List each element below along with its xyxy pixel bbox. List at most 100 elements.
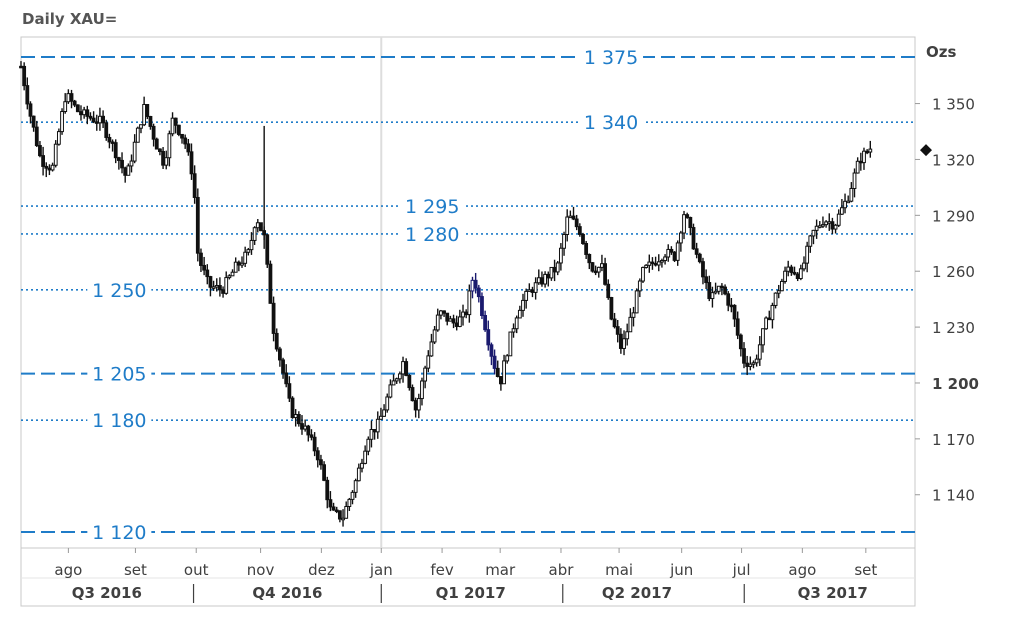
candle-body — [729, 304, 734, 308]
candle-body — [653, 263, 658, 266]
candle-body — [176, 124, 181, 135]
candle-body — [618, 333, 623, 349]
candle-body — [252, 227, 257, 241]
candle-body — [167, 133, 172, 159]
candle-body — [461, 311, 465, 318]
candle-body — [571, 215, 576, 220]
candle-body — [104, 122, 109, 138]
candle-body — [757, 344, 762, 360]
candle-body — [161, 150, 165, 166]
candle-body — [306, 425, 311, 436]
candle-body — [454, 322, 459, 327]
candle-body — [735, 318, 740, 336]
candle-body — [514, 317, 519, 330]
candle-body — [442, 310, 446, 314]
level-label: 1 205 — [92, 364, 146, 386]
candle-body — [817, 225, 822, 228]
month-label: mar — [485, 561, 516, 579]
y-tick-label: 1 200 — [932, 375, 979, 393]
candle-body — [694, 248, 699, 255]
candle-body — [277, 348, 282, 361]
candle-body — [536, 277, 541, 284]
candle-body — [91, 117, 96, 123]
candle-body — [259, 222, 263, 232]
candle-body — [22, 65, 27, 87]
candle-body — [151, 125, 156, 140]
candle-body — [375, 418, 380, 433]
candle-body — [410, 387, 415, 402]
candle-body — [524, 290, 529, 301]
candle-body — [855, 160, 860, 174]
candle-body — [704, 276, 709, 284]
candle-body — [353, 480, 358, 493]
candle-body — [634, 290, 639, 314]
candle-body — [296, 414, 301, 425]
candle-body — [116, 157, 121, 161]
candle-body — [315, 450, 320, 461]
candle-body — [476, 287, 481, 298]
month-label: abr — [549, 561, 575, 579]
candle-body — [388, 384, 393, 398]
candle-body — [495, 367, 500, 378]
candle-body — [420, 380, 424, 400]
candle-body — [521, 299, 525, 311]
quarter-label: Q2 2017 — [602, 584, 672, 602]
candle-body — [628, 316, 633, 333]
candle-body — [862, 150, 866, 164]
candle-body — [290, 397, 295, 419]
candle-body — [754, 358, 759, 364]
candle-body — [457, 316, 462, 327]
level-label-bg — [87, 361, 152, 386]
chart-title: Daily XAU= — [22, 10, 117, 28]
candle-body — [836, 213, 841, 226]
candle-body — [669, 248, 674, 253]
candle-body — [682, 214, 686, 234]
level-label: 1 180 — [92, 410, 146, 432]
candle-body — [672, 251, 677, 261]
candle-body — [19, 65, 23, 69]
candle-body — [397, 373, 402, 380]
month-label: jun — [669, 561, 693, 579]
candle-body — [107, 136, 112, 143]
candle-body — [233, 261, 238, 273]
month-label: ago — [54, 561, 82, 579]
candle-body — [738, 334, 743, 350]
candle-body — [126, 165, 131, 176]
candle-body — [821, 224, 825, 227]
candle-body — [609, 296, 614, 320]
quarter-label: Q4 2016 — [252, 584, 322, 602]
candle-body — [38, 145, 42, 157]
candle-body — [798, 268, 803, 280]
candle-body — [82, 109, 87, 116]
candle-body — [451, 318, 456, 324]
candle-body — [688, 216, 693, 229]
candle-body — [587, 253, 592, 264]
candle-body — [802, 262, 806, 270]
level-label: 1 340 — [584, 112, 638, 134]
candle-body — [486, 329, 491, 346]
candle-body — [199, 252, 203, 266]
candle-body — [69, 93, 74, 102]
candle-body — [720, 285, 724, 289]
level-label-bg — [87, 408, 152, 433]
candle-body — [426, 355, 431, 369]
candle-body — [865, 150, 870, 154]
candle-body — [236, 261, 241, 266]
candle-body — [764, 317, 769, 330]
candle-body — [183, 137, 188, 145]
candle-body — [413, 400, 418, 411]
candle-body — [25, 85, 30, 105]
y-tick-label: 1 140 — [932, 487, 975, 505]
candle-body — [268, 263, 273, 304]
candle-body — [363, 450, 368, 464]
candle-body — [243, 251, 248, 264]
month-label: nov — [247, 561, 275, 579]
candle-body — [540, 277, 544, 285]
candle-body — [224, 277, 229, 294]
month-label: dez — [308, 561, 335, 579]
y-tick-label: 1 350 — [932, 96, 975, 114]
candle-body — [79, 111, 83, 116]
candle-body — [416, 398, 421, 411]
candle-body — [716, 285, 721, 292]
